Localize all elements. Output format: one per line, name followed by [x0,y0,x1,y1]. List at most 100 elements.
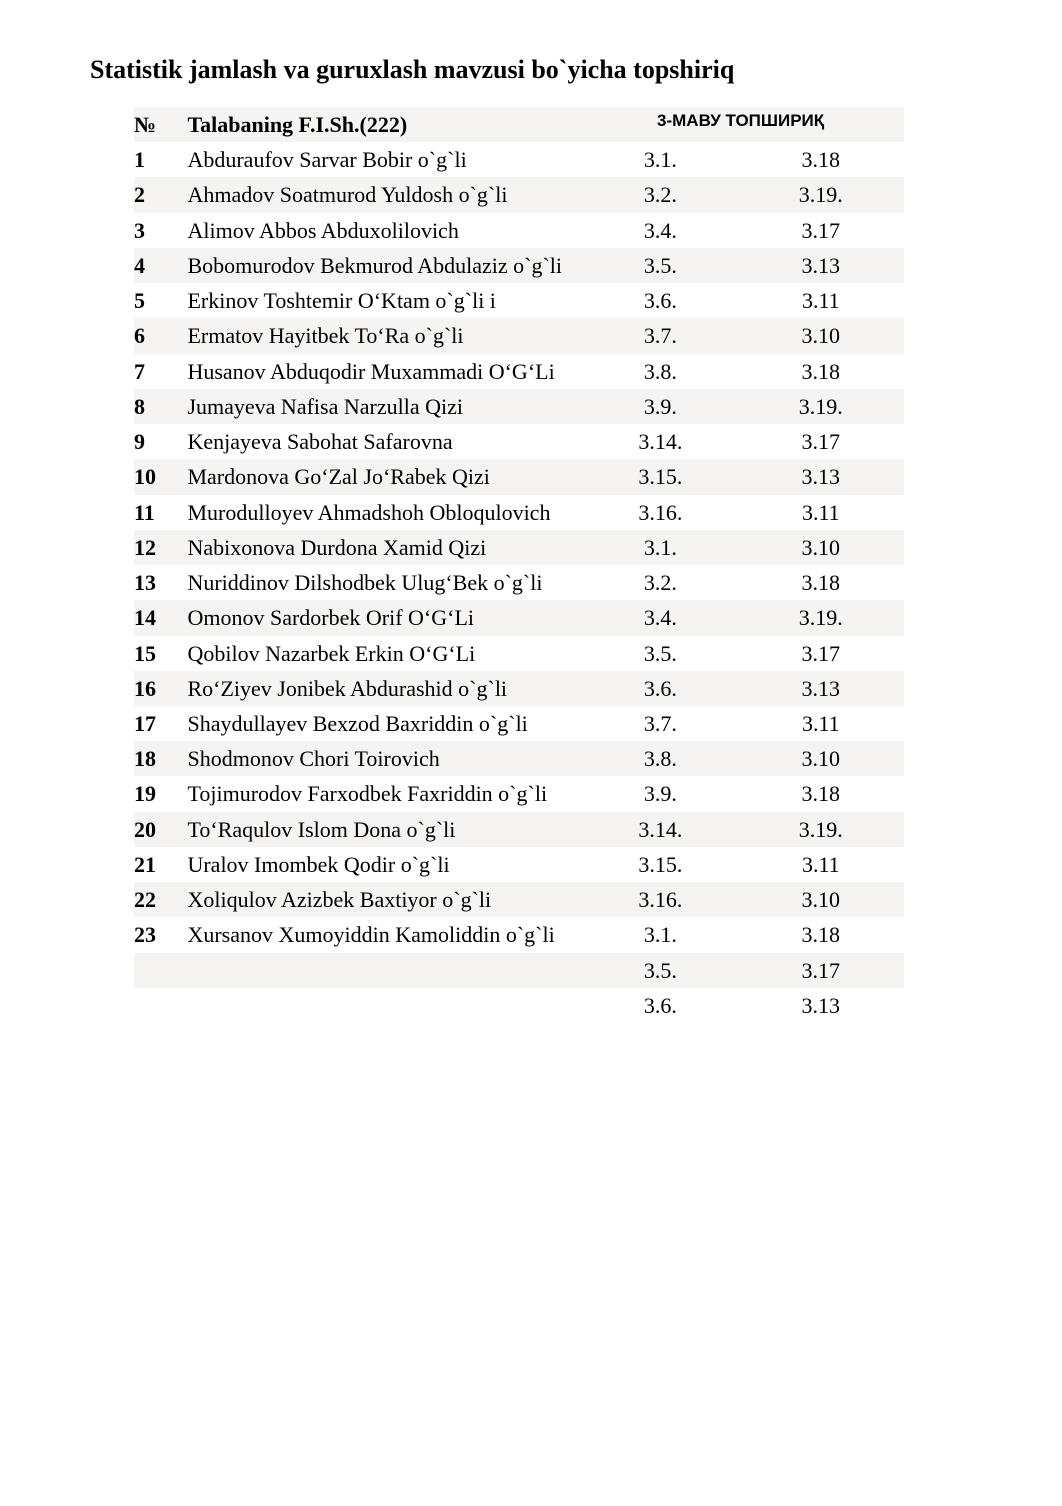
cell-task2: 3.18 [744,917,904,952]
table-row: 23Xursanov Xumoyiddin Kamoliddin o`g`li3… [134,917,904,952]
table-row: 21Uralov Imombek Qodir o`g`li3.15.3.11 [134,847,904,882]
cell-name: Ermatov Hayitbek ToʻRa o`g`li [187,318,583,353]
table-row: 22Xoliqulov Azizbek Baxtiyor o`g`li3.16.… [134,882,904,917]
table-row: 17Shaydullayev Bexzod Baxriddin o`g`li3.… [134,706,904,741]
cell-task1: 3.16. [583,882,743,917]
cell-num: 2 [134,177,187,212]
cell-task1: 3.7. [583,706,743,741]
cell-num: 7 [134,354,187,389]
cell-task1: 3.5. [583,636,743,671]
cell-task1: 3.1. [583,530,743,565]
table-row: 9Kenjayeva Sabohat Safarovna3.14.3.17 [134,424,904,459]
cell-num [134,953,187,988]
cell-task2: 3.13 [744,459,904,494]
table-row: 11Murodulloyev Ahmadshoh Obloqulovich3.1… [134,495,904,530]
cell-name: RoʻZiyev Jonibek Abdurashid o`g`li [187,671,583,706]
cell-name: Omonov Sardorbek Orif OʻGʻLi [187,600,583,635]
cell-task2: 3.17 [744,636,904,671]
table-row: 14Omonov Sardorbek Orif OʻGʻLi3.4.3.19. [134,600,904,635]
cell-num: 23 [134,917,187,952]
cell-num: 9 [134,424,187,459]
table-row: 20ToʻRaqulov Islom Dona o`g`li3.14.3.19. [134,812,904,847]
cell-task1: 3.8. [583,741,743,776]
cell-task2: 3.11 [744,495,904,530]
cell-task2: 3.13 [744,988,904,1023]
cell-task2: 3.17 [744,424,904,459]
cell-name: Xoliqulov Azizbek Baxtiyor o`g`li [187,882,583,917]
cell-task2: 3.19. [744,389,904,424]
cell-name: Tojimurodov Farxodbek Faxriddin o`g`li [187,776,583,811]
table-row: 10Mardonova GoʻZal JoʻRabek Qizi3.15.3.1… [134,459,904,494]
cell-num: 15 [134,636,187,671]
cell-name: Qobilov Nazarbek Erkin OʻGʻLi [187,636,583,671]
cell-name: Kenjayeva Sabohat Safarovna [187,424,583,459]
cell-num: 1 [134,142,187,177]
cell-task1: 3.9. [583,776,743,811]
cell-task1: 3.8. [583,354,743,389]
cell-task1: 3.6. [583,671,743,706]
cell-task1: 3.2. [583,177,743,212]
table-row: 19Tojimurodov Farxodbek Faxriddin o`g`li… [134,776,904,811]
cell-task1: 3.5. [583,953,743,988]
cell-name [187,988,583,1023]
cell-task2: 3.13 [744,671,904,706]
cell-num: 16 [134,671,187,706]
table-row: 3Alimov Abbos Abduxolilovich3.4.3.17 [134,213,904,248]
cell-name: Abduraufov Sarvar Bobir o`g`li [187,142,583,177]
cell-task2: 3.18 [744,142,904,177]
cell-task1: 3.2. [583,565,743,600]
cell-name [187,953,583,988]
table-row: 18Shodmonov Chori Toirovich3.8.3.10 [134,741,904,776]
cell-task2: 3.10 [744,530,904,565]
table-row: 3.6.3.13 [134,988,904,1023]
table-row: 8Jumayeva Nafisa Narzulla Qizi3.9.3.19. [134,389,904,424]
cell-num: 21 [134,847,187,882]
cell-task1: 3.6. [583,283,743,318]
cell-task1: 3.6. [583,988,743,1023]
cell-task2: 3.11 [744,847,904,882]
cell-task1: 3.7. [583,318,743,353]
cell-name: Nuriddinov Dilshodbek UlugʻBek o`g`li [187,565,583,600]
cell-task1: 3.9. [583,389,743,424]
cell-task1: 3.5. [583,248,743,283]
cell-task2: 3.18 [744,776,904,811]
cell-num: 11 [134,495,187,530]
cell-task2: 3.11 [744,706,904,741]
table-row: 7Husanov Abduqodir Muxammadi OʻGʻLi3.8.3… [134,354,904,389]
cell-task2: 3.19. [744,177,904,212]
cell-name: Xursanov Xumoyiddin Kamoliddin o`g`li [187,917,583,952]
cell-task2: 3.18 [744,565,904,600]
header-task: 3-МАВУ ТОПШИРИҚ [583,107,904,142]
page-title: Statistik jamlash va guruxlash mavzusi b… [90,55,982,85]
cell-task1: 3.16. [583,495,743,530]
cell-name: Erkinov Toshtemir OʻKtam o`g`li i [187,283,583,318]
cell-name: Uralov Imombek Qodir o`g`li [187,847,583,882]
table-row: 3.5.3.17 [134,953,904,988]
cell-num: 18 [134,741,187,776]
cell-task1: 3.4. [583,600,743,635]
cell-num: 3 [134,213,187,248]
cell-task1: 3.15. [583,459,743,494]
cell-task2: 3.10 [744,741,904,776]
table-header-row: № Talabaning F.I.Sh.(222) 3-МАВУ ТОПШИРИ… [134,107,904,142]
cell-name: Mardonova GoʻZal JoʻRabek Qizi [187,459,583,494]
cell-task1: 3.14. [583,812,743,847]
header-num: № [134,107,187,142]
table-row: 5Erkinov Toshtemir OʻKtam o`g`li i3.6.3.… [134,283,904,318]
cell-num: 6 [134,318,187,353]
cell-task2: 3.18 [744,354,904,389]
cell-name: Bobomurodov Bekmurod Abdulaziz o`g`li [187,248,583,283]
cell-num: 12 [134,530,187,565]
cell-num: 20 [134,812,187,847]
cell-task1: 3.15. [583,847,743,882]
cell-task2: 3.11 [744,283,904,318]
cell-num: 4 [134,248,187,283]
cell-num: 8 [134,389,187,424]
cell-name: Alimov Abbos Abduxolilovich [187,213,583,248]
table-row: 15Qobilov Nazarbek Erkin OʻGʻLi3.5.3.17 [134,636,904,671]
table-row: 1Abduraufov Sarvar Bobir o`g`li3.1.3.18 [134,142,904,177]
header-name: Talabaning F.I.Sh.(222) [187,107,583,142]
table-row: 2Ahmadov Soatmurod Yuldosh o`g`li3.2.3.1… [134,177,904,212]
cell-task1: 3.1. [583,917,743,952]
cell-num: 10 [134,459,187,494]
